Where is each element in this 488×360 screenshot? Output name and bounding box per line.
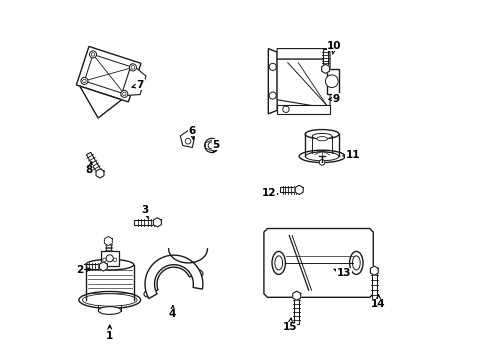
Circle shape: [121, 90, 127, 98]
Polygon shape: [371, 271, 376, 304]
Polygon shape: [76, 46, 141, 102]
Text: 9: 9: [328, 94, 339, 104]
Circle shape: [113, 258, 117, 262]
Ellipse shape: [316, 136, 327, 141]
Polygon shape: [99, 262, 107, 271]
Ellipse shape: [79, 292, 141, 309]
Ellipse shape: [274, 256, 282, 270]
Text: 6: 6: [188, 126, 196, 139]
Circle shape: [325, 75, 338, 87]
Ellipse shape: [85, 259, 133, 270]
Text: 11: 11: [342, 150, 360, 159]
Polygon shape: [323, 49, 327, 69]
Polygon shape: [84, 54, 133, 94]
Polygon shape: [369, 266, 378, 275]
Polygon shape: [326, 69, 338, 94]
Text: 14: 14: [370, 295, 385, 309]
Text: 1: 1: [106, 325, 113, 341]
Polygon shape: [145, 255, 203, 298]
Text: 13: 13: [333, 269, 350, 279]
Circle shape: [269, 92, 276, 99]
Polygon shape: [153, 218, 161, 227]
Text: 10: 10: [326, 41, 341, 54]
Ellipse shape: [192, 269, 203, 277]
Ellipse shape: [98, 307, 121, 314]
Polygon shape: [180, 131, 194, 148]
Polygon shape: [295, 185, 303, 194]
Polygon shape: [277, 59, 329, 109]
Circle shape: [319, 159, 324, 165]
Polygon shape: [134, 220, 157, 225]
Circle shape: [282, 106, 288, 112]
Polygon shape: [277, 49, 329, 59]
Polygon shape: [277, 105, 329, 114]
Polygon shape: [292, 291, 300, 300]
Polygon shape: [268, 49, 277, 114]
Polygon shape: [105, 241, 111, 251]
Circle shape: [204, 138, 218, 153]
Circle shape: [106, 255, 113, 262]
Text: 2: 2: [76, 265, 90, 275]
Circle shape: [129, 64, 136, 71]
Ellipse shape: [305, 130, 338, 139]
Circle shape: [102, 258, 106, 262]
Polygon shape: [279, 188, 299, 192]
Ellipse shape: [299, 150, 345, 162]
Polygon shape: [294, 296, 299, 324]
FancyBboxPatch shape: [101, 251, 119, 266]
Circle shape: [122, 92, 126, 96]
Polygon shape: [86, 152, 102, 175]
Ellipse shape: [143, 289, 154, 297]
Polygon shape: [96, 169, 104, 178]
Circle shape: [185, 138, 190, 144]
Text: 5: 5: [212, 140, 220, 153]
Circle shape: [269, 63, 276, 71]
Circle shape: [208, 142, 215, 149]
Ellipse shape: [82, 294, 137, 306]
Circle shape: [91, 53, 95, 56]
Text: 12: 12: [262, 188, 277, 198]
Circle shape: [89, 51, 96, 58]
Text: 4: 4: [168, 305, 176, 319]
Text: 7: 7: [132, 80, 144, 90]
Text: 15: 15: [282, 318, 296, 333]
Ellipse shape: [312, 134, 331, 139]
Ellipse shape: [352, 256, 360, 270]
Circle shape: [81, 77, 88, 85]
Polygon shape: [321, 64, 329, 73]
Polygon shape: [83, 264, 103, 269]
Polygon shape: [121, 64, 146, 96]
Text: 8: 8: [85, 162, 93, 175]
Polygon shape: [264, 229, 372, 297]
Polygon shape: [147, 258, 198, 293]
Ellipse shape: [349, 251, 362, 274]
Ellipse shape: [271, 251, 285, 274]
Circle shape: [131, 66, 134, 69]
Circle shape: [82, 79, 86, 83]
Polygon shape: [80, 86, 122, 118]
Ellipse shape: [305, 152, 338, 161]
Polygon shape: [104, 237, 112, 246]
Text: 3: 3: [141, 205, 148, 218]
